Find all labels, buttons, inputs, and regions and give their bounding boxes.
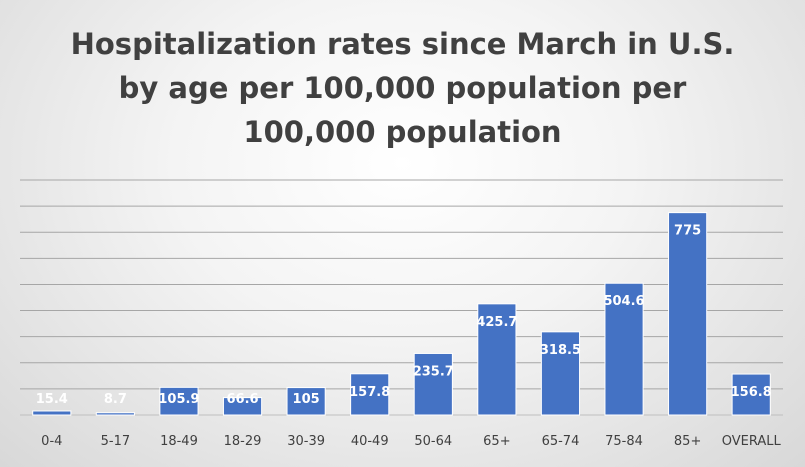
data-label: 504.6: [603, 294, 644, 309]
bar-5-17: [95, 412, 135, 416]
chart-title-line-2: by age per 100,000 population per: [118, 71, 687, 105]
data-label: 235.7: [413, 364, 454, 379]
data-label: 8.7: [104, 392, 127, 407]
bar-18-29: [222, 397, 263, 416]
data-label: 425.7: [476, 315, 517, 330]
x-tick-label: 75-84: [605, 434, 643, 449]
chart-title-line-3: 100,000 population: [243, 115, 562, 149]
data-label: 156.8: [731, 385, 772, 400]
x-tick-label: 18-29: [224, 434, 262, 449]
bar-50-64: [413, 352, 453, 416]
chart-title: Hospitalization rates since March in U.S…: [0, 22, 805, 154]
bar-30-39: [286, 387, 326, 416]
data-label: 318.5: [540, 343, 581, 358]
data-label: 66.6: [227, 392, 259, 407]
x-tick-label: OVERALL: [722, 434, 782, 449]
x-tick-label: 65-74: [542, 434, 580, 449]
bar-65-: [477, 303, 517, 416]
x-tick-label: 0-4: [41, 434, 62, 449]
x-tick-label: 18-49: [160, 434, 198, 449]
x-tick-label: 65+: [483, 434, 510, 449]
bar-85-: [668, 212, 708, 416]
data-label: 15.4: [36, 392, 68, 407]
x-tick-label: 50-64: [414, 434, 452, 449]
bar-18-49: [159, 386, 199, 416]
bar-65-74: [540, 331, 581, 416]
data-label: 105.9: [158, 392, 199, 407]
data-label: 775: [674, 224, 701, 239]
x-tick-label: 40-49: [351, 434, 389, 449]
bar-0-4: [32, 410, 72, 416]
data-label: 105: [293, 392, 320, 407]
data-label: 157.8: [349, 385, 390, 400]
bar-40-49: [350, 373, 390, 416]
x-tick-label: 85+: [674, 434, 701, 449]
chart-title-line-1: Hospitalization rates since March in U.S…: [70, 27, 735, 61]
bar-overall: [731, 373, 771, 416]
x-tick-label: 5-17: [101, 434, 131, 449]
bar-75-84: [604, 282, 644, 416]
x-tick-label: 30-39: [287, 434, 325, 449]
